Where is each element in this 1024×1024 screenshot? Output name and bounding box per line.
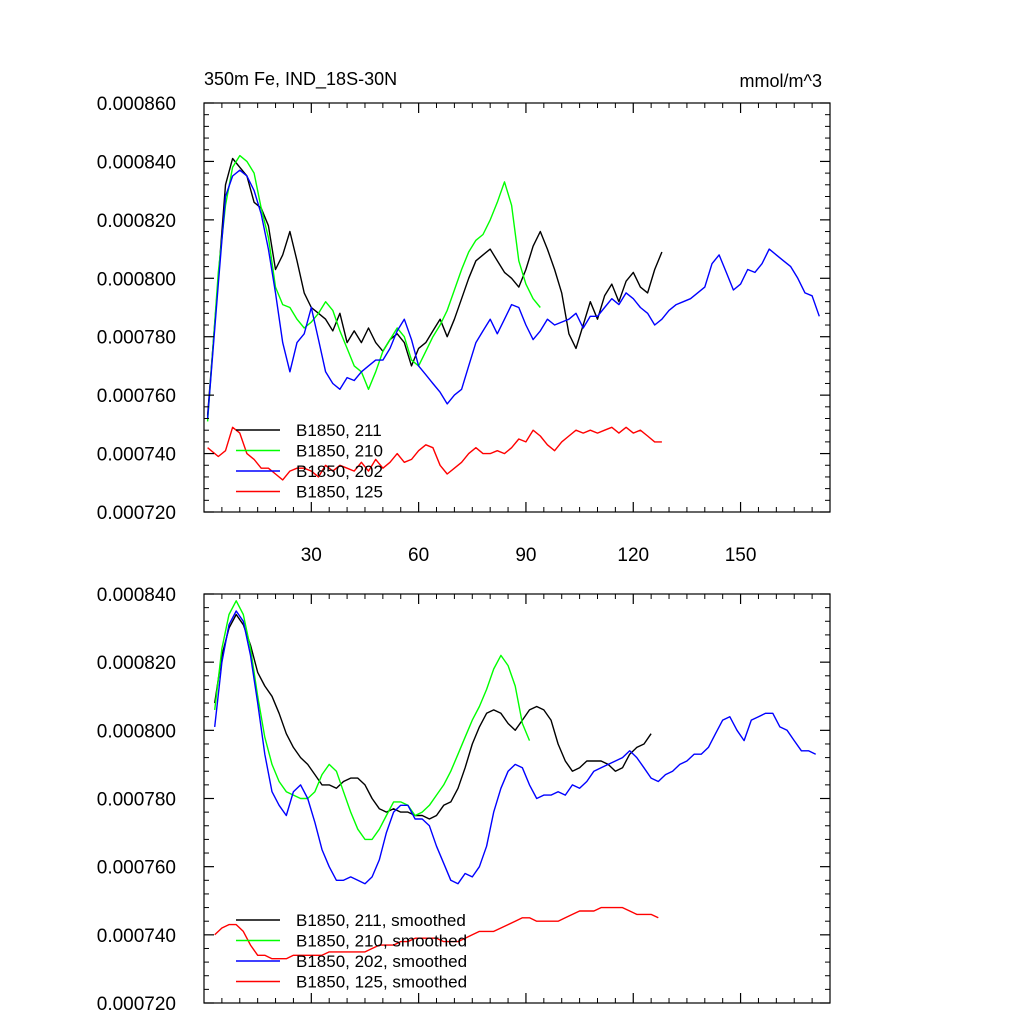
x-tick-label: 30 (301, 545, 322, 566)
series-line-3 (206, 169, 820, 419)
y-tick-label: 0.000840 (97, 585, 176, 606)
legend-label: B1850, 211, smoothed (296, 911, 466, 930)
x-tick-label: 90 (515, 545, 536, 566)
y-tick-label: 0.000760 (97, 858, 176, 879)
legend-label: B1850, 210 (296, 442, 383, 461)
series-line-4 (214, 906, 659, 960)
x-tick-label: 60 (408, 545, 429, 566)
chart-panel-1: 0.000720 0.000740 0.000760 0.000780 0.000800… (97, 69, 831, 566)
y-tick-label: 0.000800 (97, 721, 176, 742)
legend-label: B1850, 202 (296, 462, 383, 481)
legend-label: B1850, 202, smoothed (296, 952, 467, 971)
y-tick-label: 0.000840 (97, 152, 176, 173)
legend-label: B1850, 125, smoothed (296, 973, 467, 992)
series-line-1 (214, 613, 652, 820)
legend-label: B1850, 125 (296, 483, 383, 502)
y-tick-label: 0.000740 (97, 926, 176, 947)
y-tick-label: 0.000780 (97, 328, 176, 349)
series-line-3 (214, 610, 816, 885)
legend-label: B1850, 211 (296, 421, 382, 440)
y-tick-label: 0.000820 (97, 211, 176, 232)
series-line-2 (206, 154, 541, 422)
y-tick-label: 0.000720 (97, 994, 176, 1015)
legend-label: B1850, 210, smoothed (296, 932, 467, 951)
y-tick-label: 0.000820 (97, 653, 176, 674)
x-tick-label: 150 (725, 545, 757, 566)
plot-frame (203, 102, 831, 513)
series-line-2 (214, 600, 531, 841)
x-tick-label: 120 (617, 545, 649, 566)
y-tick-label: 0.000780 (97, 790, 176, 811)
y-tick-label: 0.000740 (97, 445, 176, 466)
series-line-1 (206, 157, 663, 416)
y-tick-label: 0.000800 (97, 269, 176, 290)
units-label: mmol/m^3 (740, 71, 822, 91)
chart-title: 350m Fe, IND_18S-30N (204, 69, 397, 90)
y-tick-label: 0.000860 (97, 94, 176, 115)
y-tick-label: 0.000760 (97, 386, 176, 407)
series-line-4 (207, 426, 662, 481)
y-tick-label: 0.000720 (97, 503, 176, 524)
chart-panel-2: 0.000720 0.000740 0.000760 0.000780 0.000800… (97, 585, 831, 1015)
